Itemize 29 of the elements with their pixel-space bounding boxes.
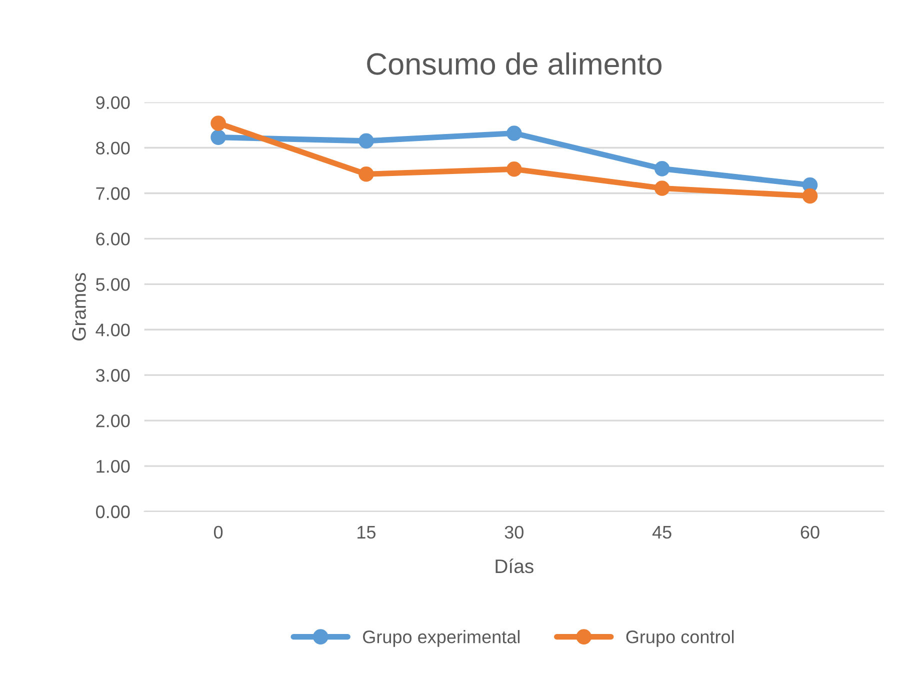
y-tick-label: 4.00 (96, 324, 130, 336)
y-tick-label: 0.00 (96, 505, 130, 518)
point (506, 161, 522, 177)
point (210, 116, 226, 131)
x-tick-label: 60 (800, 526, 820, 539)
point (654, 180, 670, 196)
y-tick-label: 6.00 (96, 232, 130, 246)
y-tick-label: 9.00 (96, 96, 130, 110)
x-tick-label: 15 (358, 526, 376, 539)
x-tick-label: 45 (652, 526, 672, 539)
y-tick-label: 3.00 (96, 369, 130, 382)
point (358, 166, 374, 182)
y-tick-label: 2.00 (96, 414, 130, 428)
x-tick-label: 0 (214, 526, 223, 539)
legend-label: Grupo experimental (363, 630, 520, 647)
point (210, 130, 226, 145)
x-axis-title: Días (496, 558, 534, 574)
point (358, 133, 374, 149)
y-tick-label: 5.00 (96, 278, 130, 291)
legend-label: Grupo control (626, 630, 734, 647)
point (506, 126, 522, 141)
point (654, 161, 670, 176)
chart-title: Consumo de alimento (367, 52, 662, 75)
y-tick-label: 1.00 (96, 460, 130, 473)
y-tick-label: 7.00 (96, 187, 130, 200)
x-tick-label: 30 (504, 526, 524, 539)
y-tick-label: 8.00 (96, 142, 130, 154)
y-axis-title: Gramos (72, 273, 86, 340)
point (802, 188, 818, 204)
